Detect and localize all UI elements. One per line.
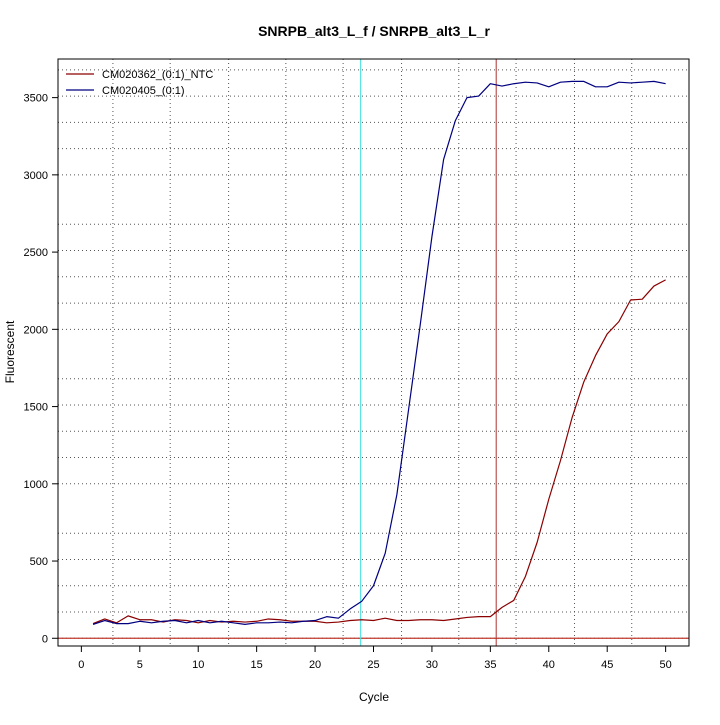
x-axis: 0 5 10 15 20 25 30 35 40 45 50 bbox=[78, 645, 672, 671]
x-tick-label: 15 bbox=[251, 659, 263, 671]
y-axis: 0 500 1000 1500 2000 2500 3000 3500 bbox=[24, 93, 59, 645]
series-line-1 bbox=[92, 279, 666, 625]
x-tick-label: 40 bbox=[543, 659, 555, 671]
x-tick-label: 25 bbox=[367, 659, 379, 671]
y-tick-label: 2000 bbox=[24, 324, 48, 336]
legend-label-2: CM020405_(0:1) bbox=[102, 85, 185, 97]
series-layer bbox=[92, 80, 666, 625]
x-axis-label: Cycle bbox=[359, 690, 389, 704]
y-axis-label: Fluorescent bbox=[3, 320, 17, 383]
x-tick-label: 5 bbox=[137, 659, 143, 671]
series-line-2 bbox=[92, 80, 666, 625]
x-tick-label: 45 bbox=[601, 659, 613, 671]
legend-label-1: CM020362_(0:1)_NTC bbox=[102, 69, 213, 81]
y-tick-label: 0 bbox=[42, 633, 48, 645]
y-tick-label: 1500 bbox=[24, 402, 48, 414]
y-tick-label: 1000 bbox=[24, 479, 48, 491]
x-tick-label: 50 bbox=[660, 659, 672, 671]
legend: CM020362_(0:1)_NTC CM020405_(0:1) bbox=[66, 69, 213, 97]
y-tick-label: 3500 bbox=[24, 93, 48, 105]
chart-title: SNRPB_alt3_L_f / SNRPB_alt3_L_r bbox=[258, 23, 490, 39]
threshold-layer bbox=[360, 59, 497, 646]
x-tick-label: 0 bbox=[78, 659, 84, 671]
x-tick-label: 20 bbox=[309, 659, 321, 671]
y-tick-label: 500 bbox=[30, 556, 48, 568]
y-tick-label: 2500 bbox=[24, 247, 48, 259]
x-tick-label: 10 bbox=[192, 659, 204, 671]
x-tick-label: 30 bbox=[426, 659, 438, 671]
x-tick-label: 35 bbox=[484, 659, 496, 671]
y-tick-label: 3000 bbox=[24, 170, 48, 182]
